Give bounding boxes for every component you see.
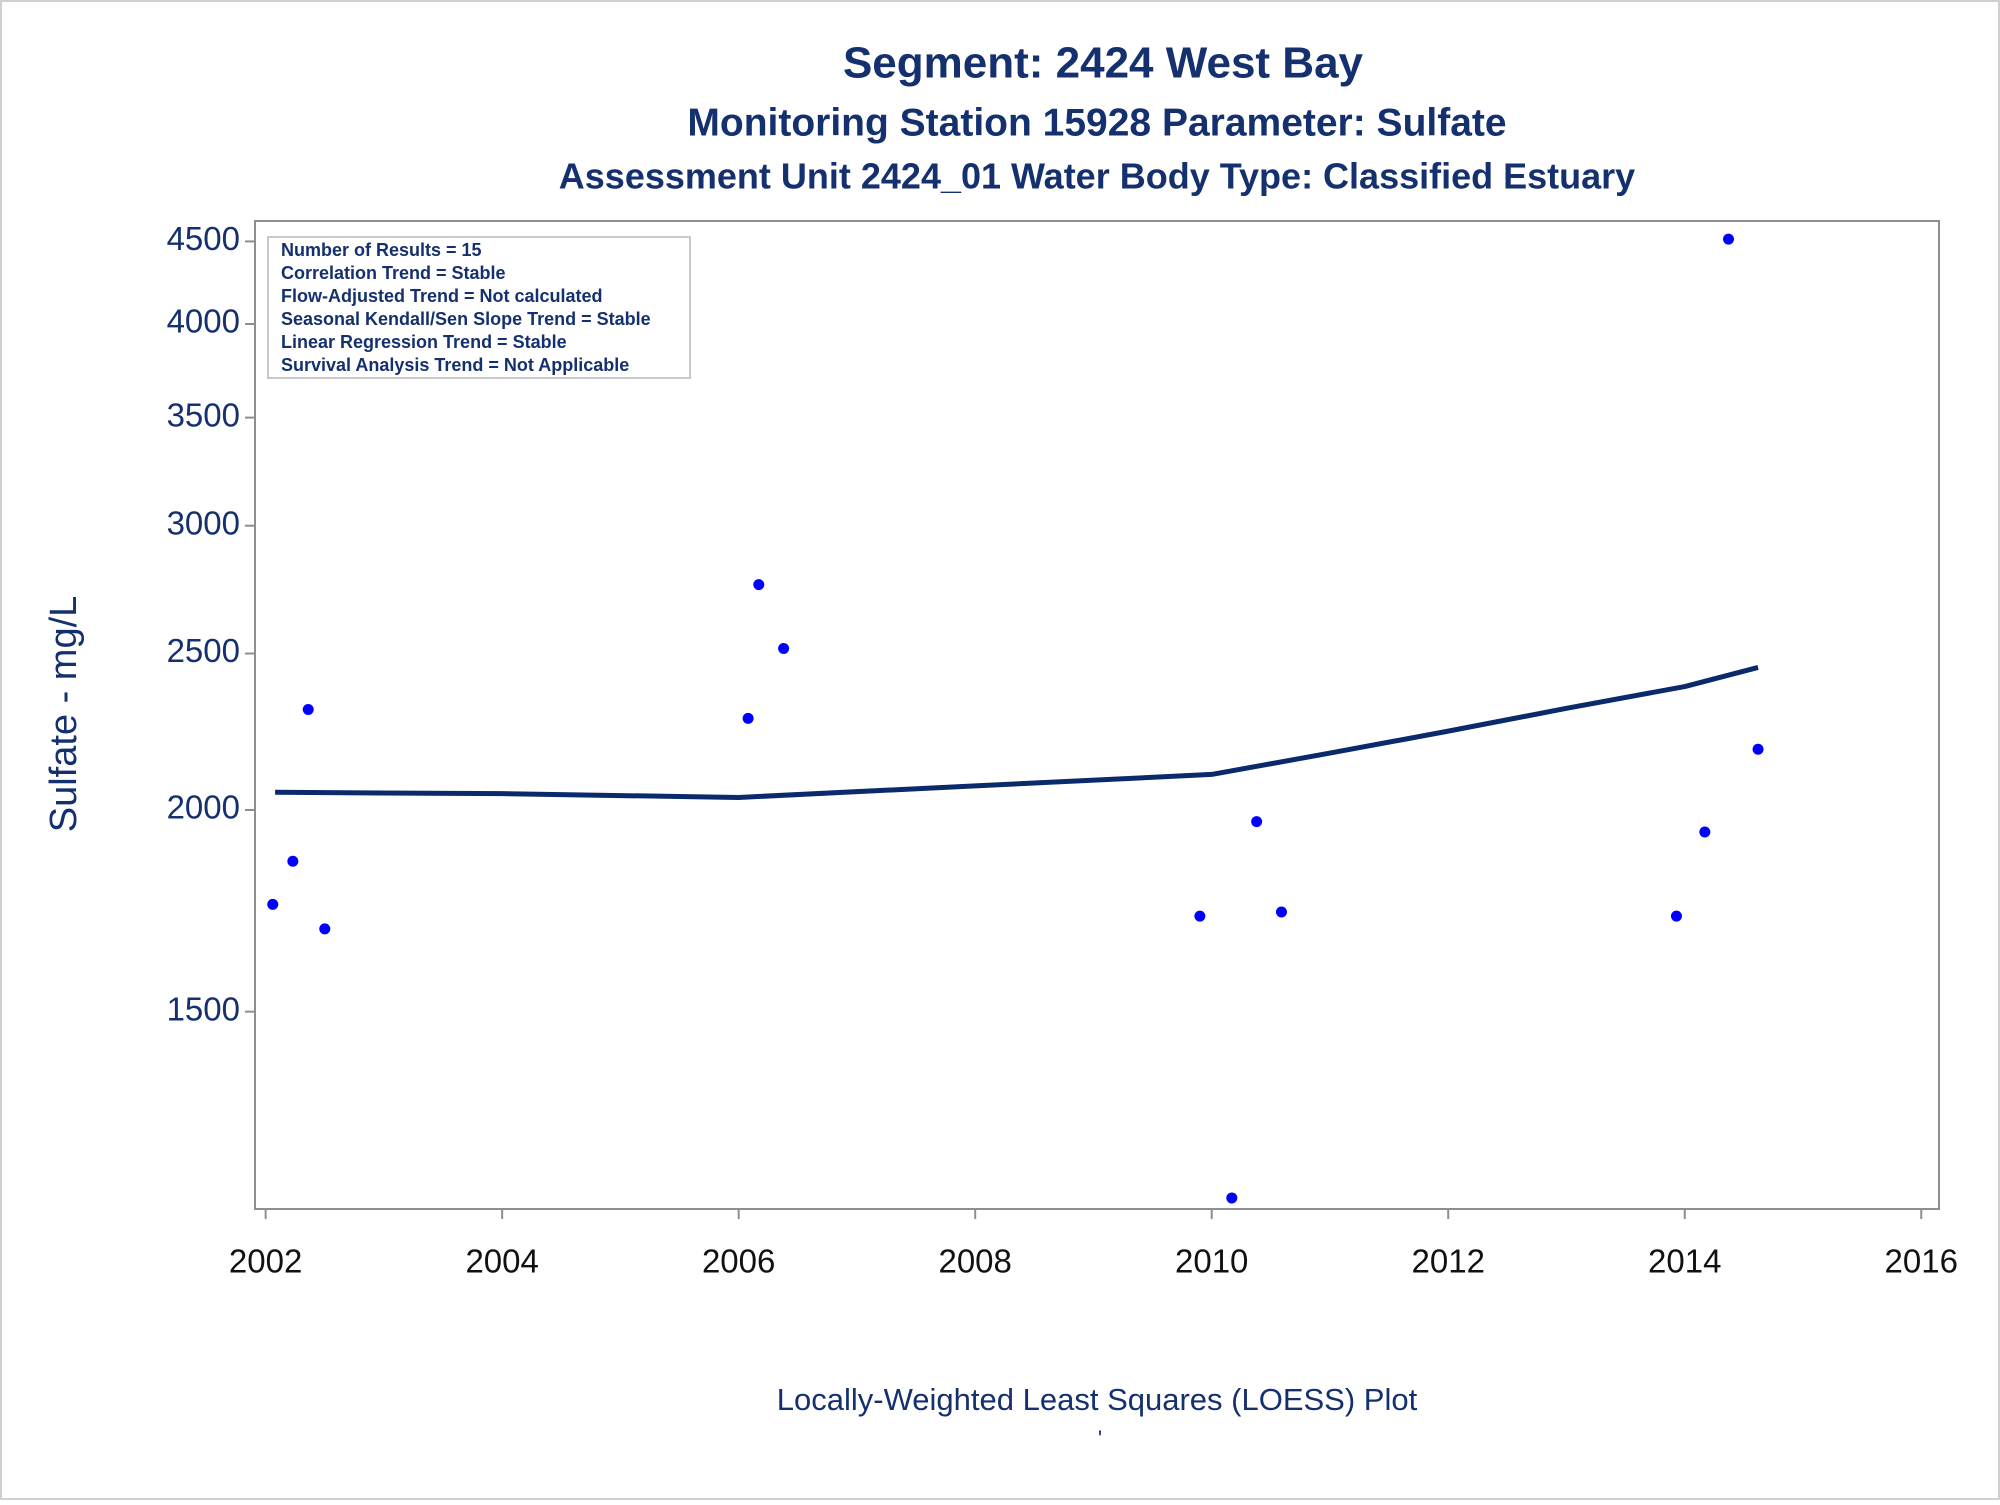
- data-point: [1194, 910, 1206, 922]
- y-tick-label: 4500: [167, 220, 240, 257]
- y-tick-label: 4000: [167, 303, 240, 340]
- x-tick-label: 2006: [702, 1243, 775, 1280]
- data-point: [1752, 743, 1764, 755]
- data-point: [1251, 816, 1263, 828]
- data-point: [778, 642, 790, 654]
- stats-line: Number of Results = 15: [281, 240, 482, 260]
- x-tick-label: 2008: [938, 1243, 1011, 1280]
- data-point: [742, 712, 754, 724]
- chart-title: Segment: 2424 West Bay: [843, 39, 1364, 88]
- chart-subtitle: Assessment Unit 2424_01 Water Body Type:…: [559, 156, 1635, 197]
- data-point: [302, 704, 314, 716]
- data-point: [287, 855, 299, 867]
- y-tick-label: 3500: [167, 396, 240, 433]
- y-axis-label: Sulfate - mg/L: [43, 596, 85, 833]
- stats-line: Flow-Adjusted Trend = Not calculated: [281, 286, 603, 306]
- data-point: [319, 923, 331, 935]
- stats-line: Survival Analysis Trend = Not Applicable: [281, 355, 629, 375]
- footnote: Locally-Weighted Least Squares (LOESS) P…: [777, 1382, 1418, 1417]
- y-tick-label: 2500: [167, 632, 240, 669]
- x-tick-label: 2014: [1648, 1243, 1721, 1280]
- data-point: [753, 579, 765, 591]
- y-tick-label: 2000: [167, 789, 240, 826]
- x-tick-label: 2002: [229, 1243, 302, 1280]
- y-tick-label: 3000: [167, 504, 240, 541]
- x-tick-label: 2004: [465, 1243, 538, 1280]
- data-point: [1226, 1192, 1238, 1204]
- stats-line: Seasonal Kendall/Sen Slope Trend = Stabl…: [281, 309, 651, 329]
- data-point: [267, 898, 279, 910]
- y-tick-label: 1500: [167, 990, 240, 1027]
- stats-line: Correlation Trend = Stable: [281, 263, 506, 283]
- stats-box: [267, 236, 691, 379]
- x-tick-label: 2010: [1175, 1243, 1248, 1280]
- data-point: [1670, 910, 1682, 922]
- data-point: [1275, 906, 1287, 918]
- footnote: ': [1098, 1426, 1102, 1451]
- chart-subtitle: Monitoring Station 15928 Parameter: Sulf…: [687, 101, 1506, 144]
- x-tick-label: 2016: [1885, 1243, 1958, 1280]
- plot-area: [254, 220, 1940, 1210]
- data-point: [1699, 826, 1711, 838]
- x-tick-label: 2012: [1412, 1243, 1485, 1280]
- data-point: [1723, 233, 1734, 245]
- loess-line: [275, 664, 1759, 800]
- stats-line: Linear Regression Trend = Stable: [281, 332, 567, 352]
